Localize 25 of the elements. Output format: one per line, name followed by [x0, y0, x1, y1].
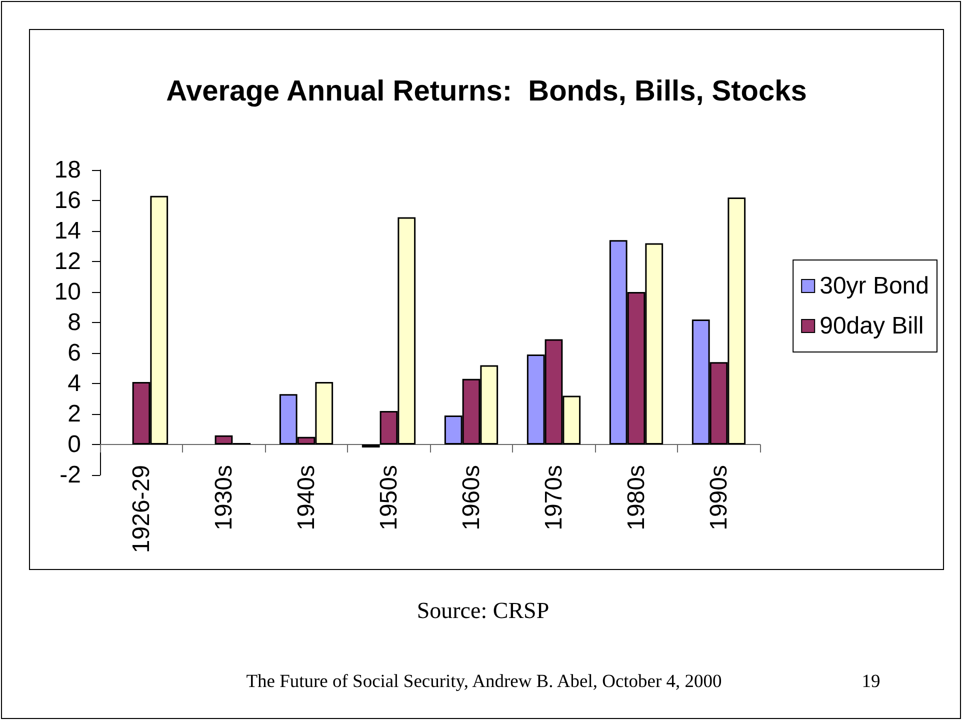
text: 19: [862, 671, 880, 694]
legend-label: 90day Bill: [820, 312, 924, 340]
x-tick-label: 1990s: [705, 465, 732, 530]
x-tick-label: 1950s: [375, 465, 402, 530]
y-tick-label: 8: [68, 309, 81, 336]
y-tick-label: -2: [60, 462, 81, 488]
y-tick-label: 12: [54, 248, 81, 275]
y-tick-label: 14: [54, 218, 81, 244]
y-tick-label: 0: [68, 431, 81, 458]
source-note: Source: CRSP: [416, 597, 550, 625]
y-tick-label: 6: [68, 340, 81, 366]
legend-label: 30yr Bond: [820, 272, 929, 300]
y-tick-label: 2: [68, 400, 81, 428]
x-tick-label: 1926-29: [128, 465, 155, 554]
x-tick-label: 1970s: [540, 465, 568, 530]
y-tick-label: 10: [54, 278, 81, 306]
text: The Future of Social Security, Andrew B. Abel, October 4, 2000: [246, 671, 722, 694]
x-tick-label: 1930s: [210, 465, 238, 530]
x-tick-label: 1940s: [292, 465, 320, 530]
y-tick-label: 16: [54, 187, 81, 214]
chart-title: Average Annual Returns: Bonds, Bills, Stocks: [166, 76, 807, 108]
x-tick-label: 1980s: [622, 465, 650, 530]
y-tick-label: 4: [68, 370, 81, 397]
y-tick-label: 18: [54, 156, 81, 184]
x-tick-label: 1960s: [458, 465, 485, 530]
